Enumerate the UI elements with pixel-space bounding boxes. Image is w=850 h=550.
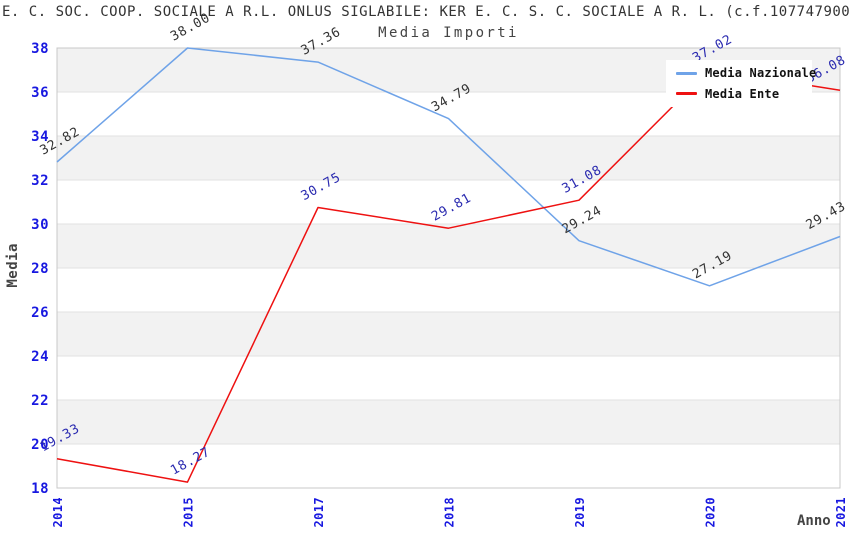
x-tick-label: 2019	[573, 497, 587, 528]
y-tick-label: 22	[31, 393, 49, 409]
y-tick-label: 32	[31, 173, 49, 189]
x-tick-label: 2017	[312, 497, 326, 528]
y-tick-label: 36	[31, 85, 49, 101]
data-label: 38.00	[168, 10, 213, 44]
x-tick-label: 2020	[704, 497, 718, 528]
legend-item-media-ente: Media Ente	[676, 87, 812, 101]
grid-band	[57, 224, 840, 268]
y-tick-label: 34	[31, 129, 49, 145]
chart-title: Media Importi	[378, 25, 519, 41]
data-label: 18.27	[168, 445, 213, 479]
data-label: 29.81	[429, 191, 474, 225]
x-tick-label: 2018	[443, 497, 457, 528]
y-tick-label: 38	[31, 41, 49, 57]
x-tick-label: 2014	[51, 497, 65, 528]
legend-label: Media Nazionale	[705, 66, 817, 81]
y-tick-label: 18	[31, 481, 49, 497]
y-tick-label: 24	[31, 349, 49, 365]
chart-legend: Media Nazionale Media Ente	[666, 60, 816, 107]
legend-item-media-nazionale: Media Nazionale	[676, 66, 816, 80]
y-tick-label: 20	[31, 437, 49, 453]
grid-band	[57, 136, 840, 180]
legend-swatch-media-nazionale	[676, 71, 697, 75]
y-tick-label: 28	[31, 261, 49, 277]
legend-swatch-media-ente	[676, 92, 697, 96]
y-tick-label: 26	[31, 305, 49, 321]
y-tick-label: 30	[31, 217, 49, 233]
page-title: E. C. SOC. COOP. SOCIALE A R.L. ONLUS SI…	[2, 4, 850, 20]
grid-band	[57, 400, 840, 444]
x-axis-title: Anno	[797, 513, 831, 529]
x-tick-label: 2021	[834, 497, 848, 528]
grid-band	[57, 312, 840, 356]
series-line-media-nazionale	[56, 47, 841, 287]
plot-border	[56, 47, 841, 489]
x-tick-label: 2015	[182, 497, 196, 528]
legend-label: Media Ente	[705, 86, 780, 101]
